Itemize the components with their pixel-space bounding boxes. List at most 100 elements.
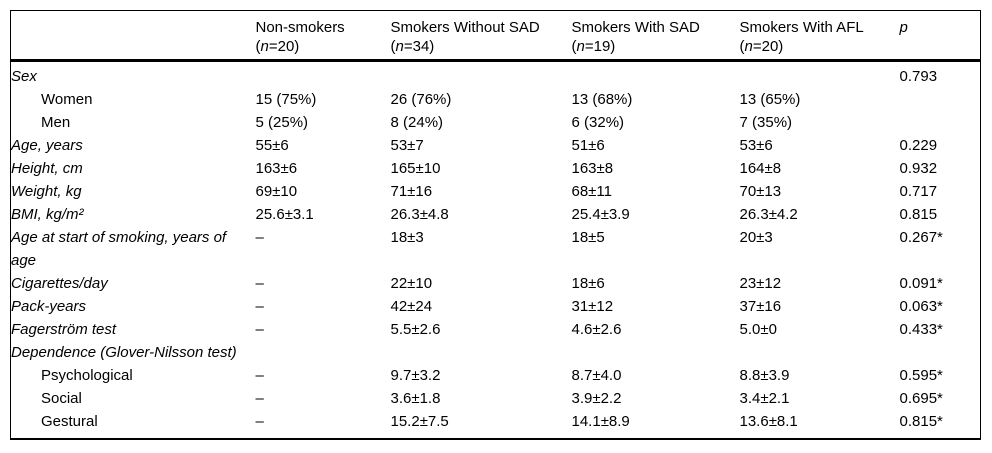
value-cell: 163±8 [571, 160, 614, 177]
value-cell: – [255, 390, 264, 407]
value-cell: – [255, 367, 264, 384]
value-cell: 5.0±0 [739, 321, 777, 338]
value-cell [572, 61, 740, 89]
p-value-cell: 0.595* [899, 367, 943, 384]
row-label: Men [41, 114, 71, 131]
p-value-cell: 0.793 [899, 68, 938, 85]
table-row: Sex 0.793 [11, 61, 981, 89]
clinical-characteristics-table: Non-smokers (n=20) Smokers Without SAD (n=3… [10, 10, 981, 440]
value-cell [256, 61, 391, 89]
table-row: Psychological – 9.7±3.2 8.7±4.0 8.8±3.9 0.595… [11, 364, 981, 387]
value-cell: 26.3±4.2 [739, 206, 798, 223]
table-row: Weight, kg 69±10 71±16 68±11 70±13 0.717 [11, 180, 981, 203]
value-cell: 31±12 [571, 298, 614, 315]
p-value-cell: 0.433* [899, 321, 943, 338]
value-cell: 25.6±3.1 [255, 206, 314, 223]
column-header-label: Smokers With AFL [739, 19, 864, 36]
value-cell: 53±6 [739, 137, 773, 154]
column-header-label: p [899, 19, 908, 36]
value-cell: 5.5±2.6 [390, 321, 441, 338]
column-header-label: Non-smokers [255, 19, 345, 36]
value-cell: 15.2±7.5 [390, 413, 449, 430]
table-row: Fagerström test – 5.5±2.6 4.6±2.6 5.0±0 0.433… [11, 318, 981, 341]
value-cell: 163±6 [255, 160, 298, 177]
value-cell: 8 (24%) [390, 114, 444, 131]
table-row: Age, years 55±6 53±7 51±6 53±6 0.229 [11, 134, 981, 157]
column-header-label: Smokers With SAD [571, 19, 700, 36]
table-row: BMI, kg/m² 25.6±3.1 26.3±4.8 25.4±3.9 26.3±4… [11, 203, 981, 226]
column-header: Non-smokers (n=20) [255, 10, 391, 62]
value-cell: 8.7±4.0 [571, 367, 622, 384]
p-value-cell: 0.229 [899, 137, 938, 154]
value-cell: 14.1±8.9 [571, 413, 630, 430]
column-header-label: Smokers Without SAD [390, 19, 540, 36]
table-body: Sex 0.793 Women 15 (75%) 26 (76%) 13 (68%) 13 … [11, 61, 981, 440]
value-cell: 4.6±2.6 [571, 321, 622, 338]
value-cell: 15 (75%) [255, 91, 317, 108]
value-cell: 13 (65%) [739, 91, 801, 108]
value-cell: 69±10 [255, 183, 298, 200]
value-cell: – [255, 413, 264, 430]
column-header: Smokers Without SAD (n=34) [390, 10, 572, 62]
p-value-cell [900, 111, 981, 134]
value-cell: 9.7±3.2 [390, 367, 441, 384]
p-value-cell: 0.091* [899, 275, 943, 292]
row-label: Sex [11, 68, 37, 85]
value-cell: 3.9±2.2 [571, 390, 622, 407]
value-cell: 25.4±3.9 [571, 206, 630, 223]
row-label: Pack-years [11, 298, 87, 315]
value-cell: 18±6 [571, 275, 605, 292]
value-cell [256, 341, 391, 364]
row-label: Cigarettes/day [11, 275, 108, 292]
table-row: Dependence (Glover-Nilsson test) [11, 341, 981, 364]
row-label: BMI, kg/m² [11, 206, 84, 223]
p-value-cell: 0.717 [899, 183, 938, 200]
value-cell: 8.8±3.9 [739, 367, 790, 384]
table-row: Social – 3.6±1.8 3.9±2.2 3.4±2.1 0.695* [11, 387, 981, 410]
table-row: Height, cm 163±6 165±10 163±8 164±8 0.932 [11, 157, 981, 180]
value-cell: – [255, 229, 264, 246]
p-value-cell [900, 341, 981, 364]
p-value-cell: 0.267* [899, 229, 943, 246]
p-value-cell: 0.932 [899, 160, 938, 177]
table-row: Men 5 (25%) 8 (24%) 6 (32%) 7 (35%) [11, 111, 981, 134]
value-cell [391, 341, 572, 364]
value-cell: 68±11 [571, 183, 613, 200]
value-cell: 165±10 [390, 160, 441, 177]
value-cell: 42±24 [390, 298, 433, 315]
value-cell: 26.3±4.8 [390, 206, 449, 223]
column-header: p [899, 10, 981, 62]
value-cell [391, 61, 572, 89]
row-label: Height, cm [11, 160, 83, 177]
column-header-n: (n=20) [255, 38, 300, 55]
row-label: Age, years [11, 137, 83, 154]
value-cell: 22±10 [390, 275, 433, 292]
p-value-cell: 0.063* [899, 298, 943, 315]
value-cell: 3.6±1.8 [390, 390, 441, 407]
row-label: Gestural [41, 413, 98, 430]
value-cell: – [255, 298, 264, 315]
p-value-cell [900, 88, 981, 111]
table-row: Age at start of smoking, years of age – 18… [11, 226, 981, 272]
value-cell: 18±5 [571, 229, 605, 246]
column-header: Smokers With AFL (n=20) [739, 10, 900, 62]
table-row: Gestural – 15.2±7.5 14.1±8.9 13.6±8.1 0.815* [11, 410, 981, 439]
value-cell: – [255, 275, 264, 292]
value-cell: 55±6 [255, 137, 289, 154]
row-label: Dependence (Glover-Nilsson test) [11, 344, 237, 361]
column-header-n: (n=20) [739, 38, 784, 55]
p-value-cell: 0.815 [899, 206, 938, 223]
p-value-cell: 0.815* [899, 413, 943, 430]
value-cell [740, 341, 900, 364]
table-header: Non-smokers (n=20) Smokers Without SAD (n=3… [10, 10, 981, 62]
column-header-n: (n=34) [390, 38, 435, 55]
table-row: Women 15 (75%) 26 (76%) 13 (68%) 13 (65%) [11, 88, 981, 111]
value-cell: – [255, 321, 264, 338]
column-header [10, 10, 256, 62]
header-row: Non-smokers (n=20) Smokers Without SAD (n=3… [10, 10, 981, 62]
value-cell: 26 (76%) [390, 91, 452, 108]
column-header: Smokers With SAD (n=19) [571, 10, 740, 62]
table-row: Cigarettes/day – 22±10 18±6 23±12 0.091* [11, 272, 981, 295]
row-label: Women [41, 91, 93, 108]
